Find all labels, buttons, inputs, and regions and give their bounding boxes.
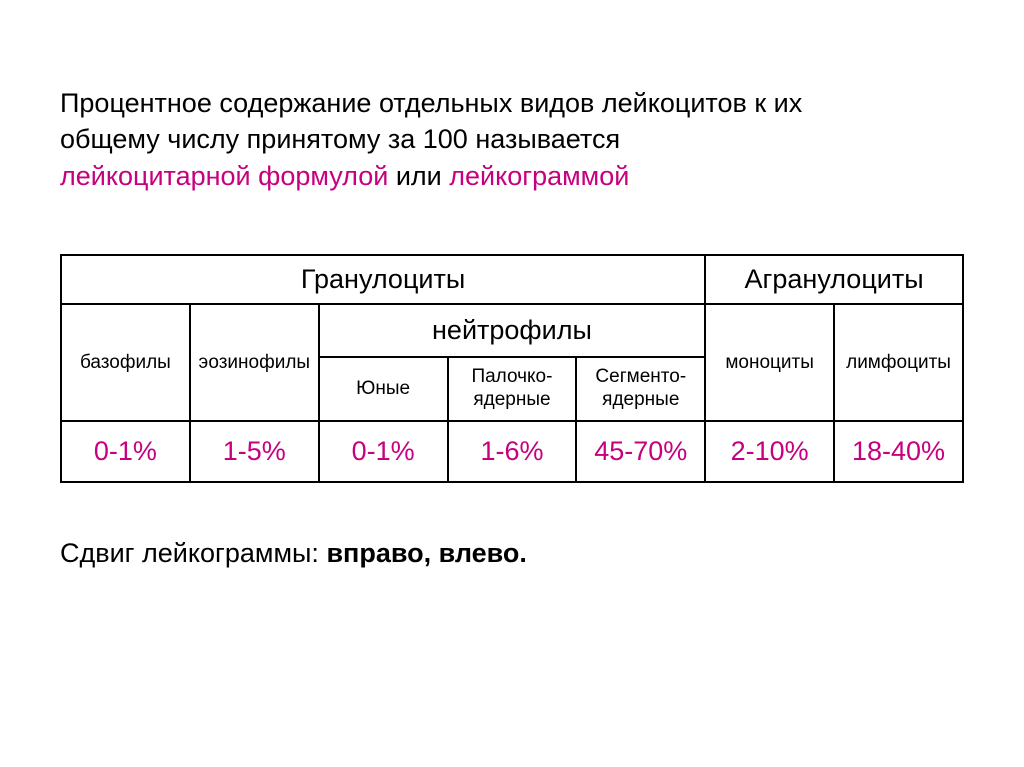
table-row-values: 0-1% 1-5% 0-1% 1-6% 45-70% 2-10% 18-40% bbox=[61, 421, 963, 482]
value-eosinophils: 1-5% bbox=[190, 421, 319, 482]
header-granulocytes: Гранулоциты bbox=[61, 255, 705, 304]
value-band: 1-6% bbox=[448, 421, 577, 482]
cell-neutrophils: нейтрофилы bbox=[319, 304, 706, 357]
description-paragraph: Процентное содержание отдельных видов ле… bbox=[60, 85, 964, 194]
value-lymphocytes: 18-40% bbox=[834, 421, 963, 482]
description-or: или bbox=[388, 161, 449, 191]
value-segmented: 45-70% bbox=[576, 421, 705, 482]
cell-basophils: базофилы bbox=[61, 304, 190, 421]
footer-prefix: Сдвиг лейкограммы: bbox=[60, 538, 326, 568]
table-row-groups: Гранулоциты Агранулоциты bbox=[61, 255, 963, 304]
header-agranulocytes: Агранулоциты bbox=[705, 255, 963, 304]
cell-young: Юные bbox=[319, 357, 448, 421]
footer-directions: вправо, влево. bbox=[326, 538, 526, 568]
value-monocytes: 2-10% bbox=[705, 421, 834, 482]
cell-segmented: Сегменто-ядерные bbox=[576, 357, 705, 421]
table-row-types: базофилы эозинофилы нейтрофилы моноциты … bbox=[61, 304, 963, 357]
value-young: 0-1% bbox=[319, 421, 448, 482]
cell-monocytes: моноциты bbox=[705, 304, 834, 421]
term-leukogram: лейкограммой bbox=[449, 161, 629, 191]
description-line2: общему числу принятому за 100 называется bbox=[60, 124, 620, 154]
term-formula: лейкоцитарной формулой bbox=[60, 161, 388, 191]
value-basophils: 0-1% bbox=[61, 421, 190, 482]
cell-eosinophils: эозинофилы bbox=[190, 304, 319, 421]
leukocyte-table: Гранулоциты Агранулоциты базофилы эозино… bbox=[60, 254, 964, 483]
footer-text: Сдвиг лейкограммы: вправо, влево. bbox=[60, 538, 964, 569]
cell-band: Палочко-ядерные bbox=[448, 357, 577, 421]
description-line1: Процентное содержание отдельных видов ле… bbox=[60, 88, 802, 118]
cell-lymphocytes: лимфоциты bbox=[834, 304, 963, 421]
